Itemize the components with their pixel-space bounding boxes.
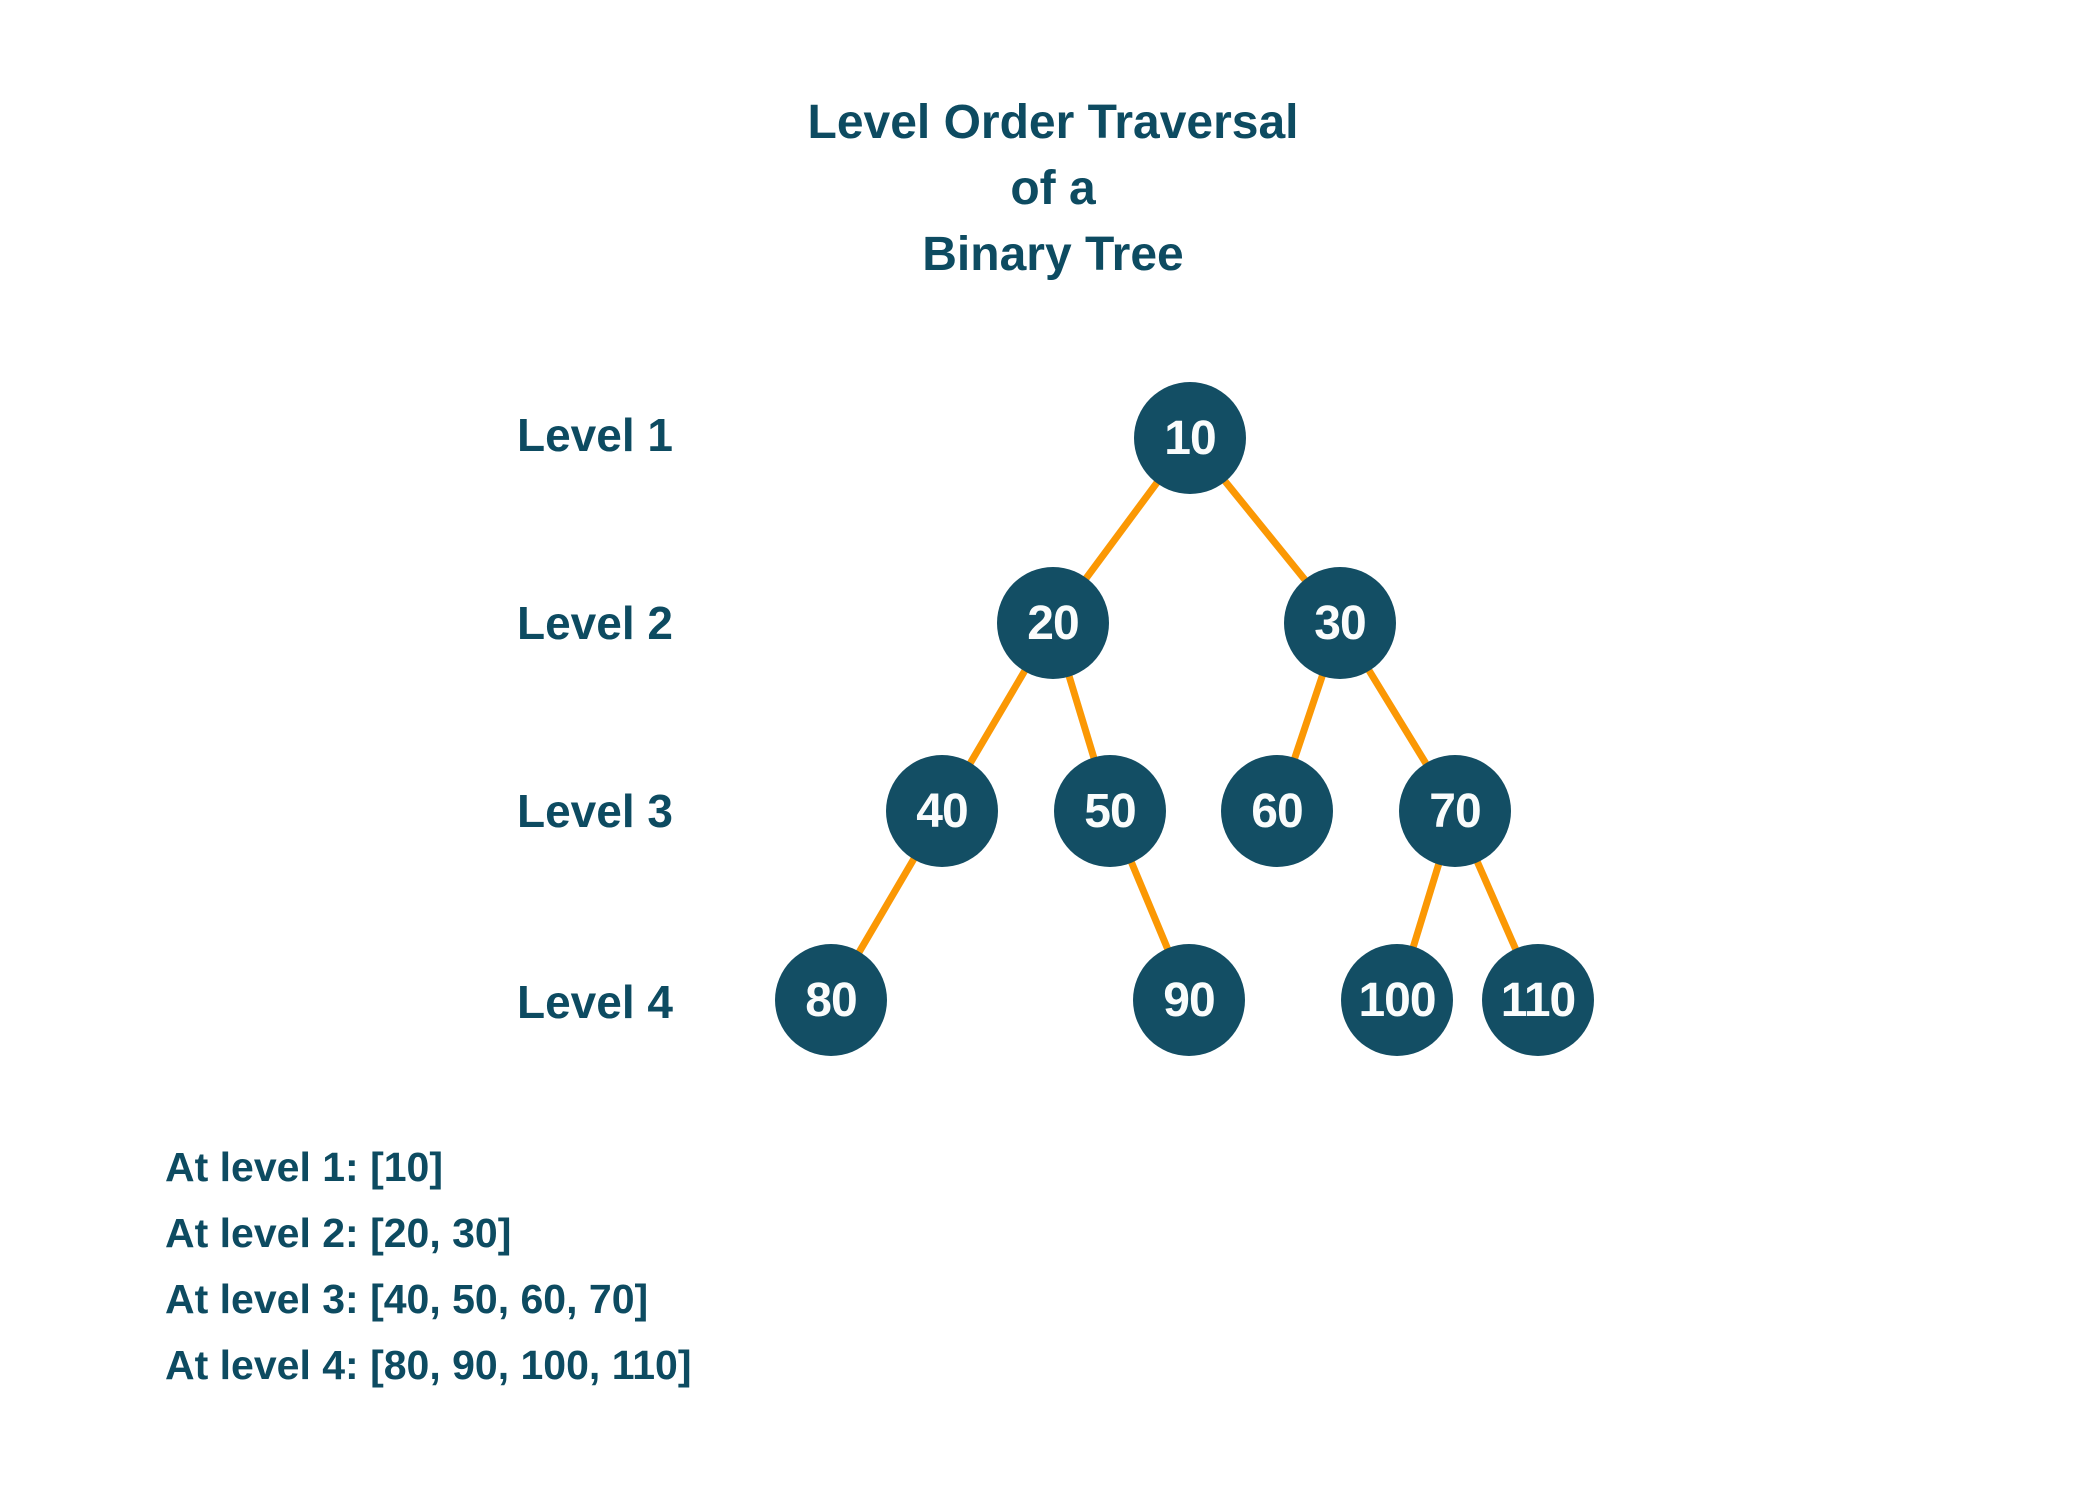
title-line-1: Level Order Traversal	[807, 96, 1299, 149]
traversal-summary: At level 1: [10] At level 2: [20, 30] At…	[165, 1134, 692, 1398]
node-value: 90	[1163, 973, 1215, 1027]
tree-node-70: 70	[1399, 755, 1511, 867]
summary-line-2: At level 2: [20, 30]	[165, 1210, 512, 1256]
node-value: 60	[1251, 784, 1303, 838]
tree-node-80: 80	[775, 944, 887, 1056]
node-value: 80	[805, 973, 857, 1027]
tree-node-100: 100	[1341, 944, 1453, 1056]
level-4-label: Level 4	[517, 976, 673, 1028]
node-value: 30	[1314, 596, 1366, 650]
tree-node-40: 40	[886, 755, 998, 867]
tree-node-20: 20	[997, 567, 1109, 679]
diagram-title: Level Order Traversal of a Binary Tree	[753, 90, 1353, 288]
tree-node-10: 10	[1134, 382, 1246, 494]
summary-line-4: At level 4: [80, 90, 100, 110]	[165, 1342, 692, 1388]
node-value: 10	[1164, 411, 1216, 465]
title-line-2: of a	[1010, 162, 1096, 215]
level-2-label: Level 2	[517, 597, 673, 649]
tree-node-60: 60	[1221, 755, 1333, 867]
title-line-3: Binary Tree	[922, 228, 1184, 281]
summary-line-1: At level 1: [10]	[165, 1144, 443, 1190]
tree-node-30: 30	[1284, 567, 1396, 679]
node-value: 20	[1027, 596, 1079, 650]
tree-node-50: 50	[1054, 755, 1166, 867]
summary-line-3: At level 3: [40, 50, 60, 70]	[165, 1276, 649, 1322]
node-value: 100	[1358, 973, 1436, 1027]
tree-node-110: 110	[1482, 944, 1594, 1056]
node-value: 40	[916, 784, 968, 838]
level-3-label: Level 3	[517, 785, 673, 837]
tree-node-90: 90	[1133, 944, 1245, 1056]
node-value: 50	[1084, 784, 1136, 838]
node-value: 110	[1500, 973, 1576, 1027]
level-1-label: Level 1	[517, 409, 673, 461]
node-value: 70	[1429, 784, 1481, 838]
